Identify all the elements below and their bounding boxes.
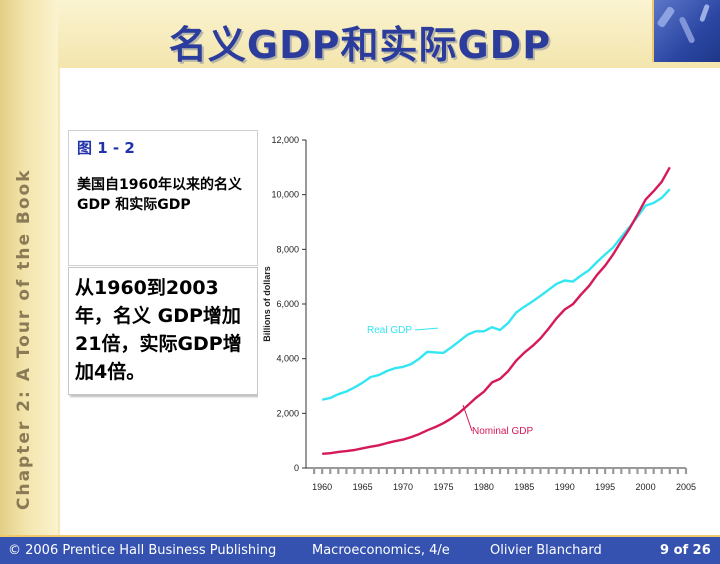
x-tick-label: 1990 bbox=[555, 482, 575, 492]
y-tick-label: 6,000 bbox=[276, 299, 299, 309]
x-tick-label: 2005 bbox=[676, 482, 696, 492]
y-axis-label: Billions of dollars bbox=[262, 266, 272, 342]
top-band bbox=[58, 0, 720, 68]
slide-title: 名义GDP和实际GDP bbox=[168, 23, 552, 67]
x-tick-label: 1965 bbox=[353, 482, 373, 492]
footer-author: Olivier Blanchard bbox=[490, 543, 602, 558]
note-text: 从1960到2003年，名义 GDP增加21倍，实际GDP增加4倍。 bbox=[75, 277, 242, 383]
chapter-label: Chapter 2: A Tour of the Book bbox=[14, 168, 34, 510]
y-tick-label: 10,000 bbox=[271, 190, 299, 200]
footer-course: Macroeconomics, 4/e bbox=[312, 543, 450, 558]
y-tick-label: 0 bbox=[294, 463, 299, 473]
x-tick-label: 1970 bbox=[393, 482, 413, 492]
left-band bbox=[0, 0, 58, 535]
x-tick-label: 1980 bbox=[474, 482, 494, 492]
series-line-nominal-gdp bbox=[322, 166, 671, 455]
footer-page-number: 9 of 26 bbox=[660, 543, 711, 558]
annotation-label: Nominal GDP bbox=[472, 426, 533, 437]
figure-description: 美国自1960年以来的名义GDP 和实际GDP bbox=[77, 177, 242, 213]
decor-stroke-icon bbox=[656, 5, 676, 29]
x-tick-label: 2000 bbox=[636, 482, 656, 492]
x-tick-label: 1985 bbox=[514, 482, 534, 492]
gdp-line-chart: 0 2,000 4,000 6,000 8,000 10,000 12,000 1960 196… bbox=[258, 128, 708, 506]
x-tick-label: 1960 bbox=[312, 482, 332, 492]
corner-decoration bbox=[652, 0, 720, 62]
note-box: 从1960到2003年，名义 GDP增加21倍，实际GDP增加4倍。 bbox=[68, 267, 258, 395]
figure-caption: 图 1 - 2 美国自1960年以来的名义GDP 和实际GDP bbox=[68, 130, 258, 266]
decor-stroke-icon bbox=[678, 16, 696, 44]
x-tick-label: 1975 bbox=[433, 482, 453, 492]
footer: © 2006 Prentice Hall Business Publishing… bbox=[0, 535, 720, 564]
figure-label: 图 1 - 2 bbox=[77, 139, 135, 157]
decor-stroke-icon bbox=[699, 3, 710, 23]
y-tick-label: 4,000 bbox=[276, 354, 299, 364]
y-tick-label: 8,000 bbox=[276, 244, 299, 254]
annotation-leader bbox=[414, 327, 439, 331]
annotation-label: Real GDP bbox=[367, 325, 412, 336]
x-tick-label: 1995 bbox=[595, 482, 615, 492]
y-tick-label: 2,000 bbox=[276, 408, 299, 418]
annotation-leader bbox=[462, 404, 473, 432]
series-line-real-gdp bbox=[321, 188, 671, 401]
y-tick-label: 12,000 bbox=[271, 135, 299, 145]
chart-background bbox=[258, 128, 708, 506]
footer-copyright: © 2006 Prentice Hall Business Publishing bbox=[8, 543, 277, 558]
